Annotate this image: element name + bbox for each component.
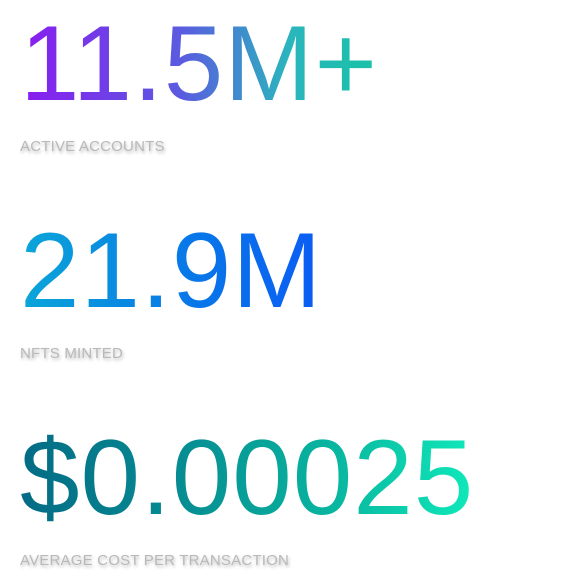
stat-value: 11.5M+ [20,3,378,123]
stat-nfts-minted: 21.9M NFTS MINTED [20,210,323,362]
stat-value: 21.9M [20,210,323,330]
stat-label: AVERAGE COST PER TRANSACTION [20,552,289,569]
stat-value: $0.00025 [20,417,475,537]
stat-average-cost: $0.00025 AVERAGE COST PER TRANSACTION [20,417,475,569]
stat-label: ACTIVE ACCOUNTS [20,138,165,155]
stat-label: NFTS MINTED [20,345,124,362]
stat-active-accounts: 11.5M+ ACTIVE ACCOUNTS [20,3,378,155]
